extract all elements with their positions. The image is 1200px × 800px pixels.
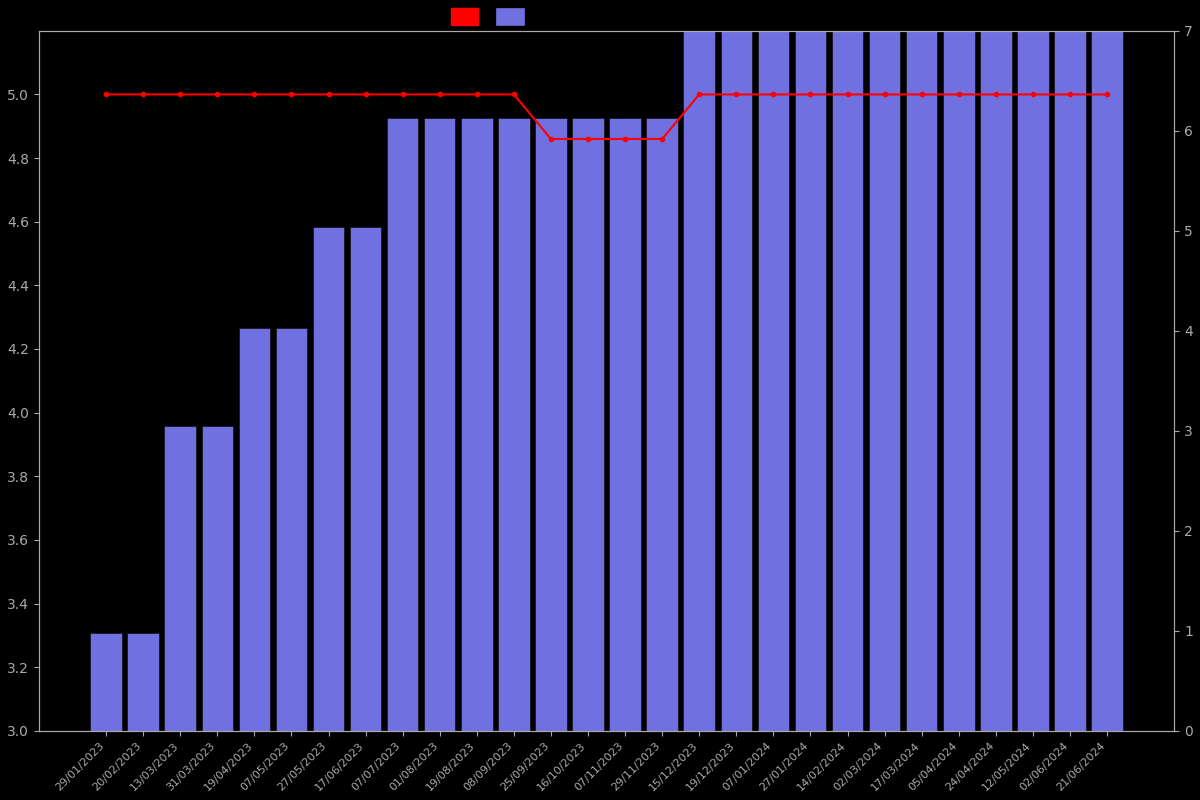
Bar: [869, 31, 900, 731]
Bar: [424, 118, 456, 731]
Bar: [757, 31, 790, 731]
Bar: [610, 118, 641, 731]
Bar: [832, 31, 863, 731]
Bar: [90, 633, 122, 731]
Bar: [943, 31, 974, 731]
Bar: [386, 118, 419, 731]
Legend: , : ,: [445, 2, 541, 30]
Bar: [1018, 31, 1049, 731]
Bar: [647, 118, 678, 731]
Bar: [498, 118, 529, 731]
Bar: [202, 426, 233, 731]
Bar: [720, 31, 752, 731]
Bar: [794, 31, 827, 731]
Bar: [313, 227, 344, 731]
Bar: [276, 328, 307, 731]
Bar: [535, 118, 566, 731]
Bar: [572, 118, 604, 731]
Bar: [350, 227, 382, 731]
Bar: [239, 328, 270, 731]
Bar: [164, 426, 196, 731]
Bar: [1055, 31, 1086, 731]
Bar: [684, 31, 715, 731]
Bar: [1091, 31, 1123, 731]
Bar: [906, 31, 937, 731]
Bar: [127, 633, 158, 731]
Bar: [461, 118, 492, 731]
Bar: [980, 31, 1012, 731]
